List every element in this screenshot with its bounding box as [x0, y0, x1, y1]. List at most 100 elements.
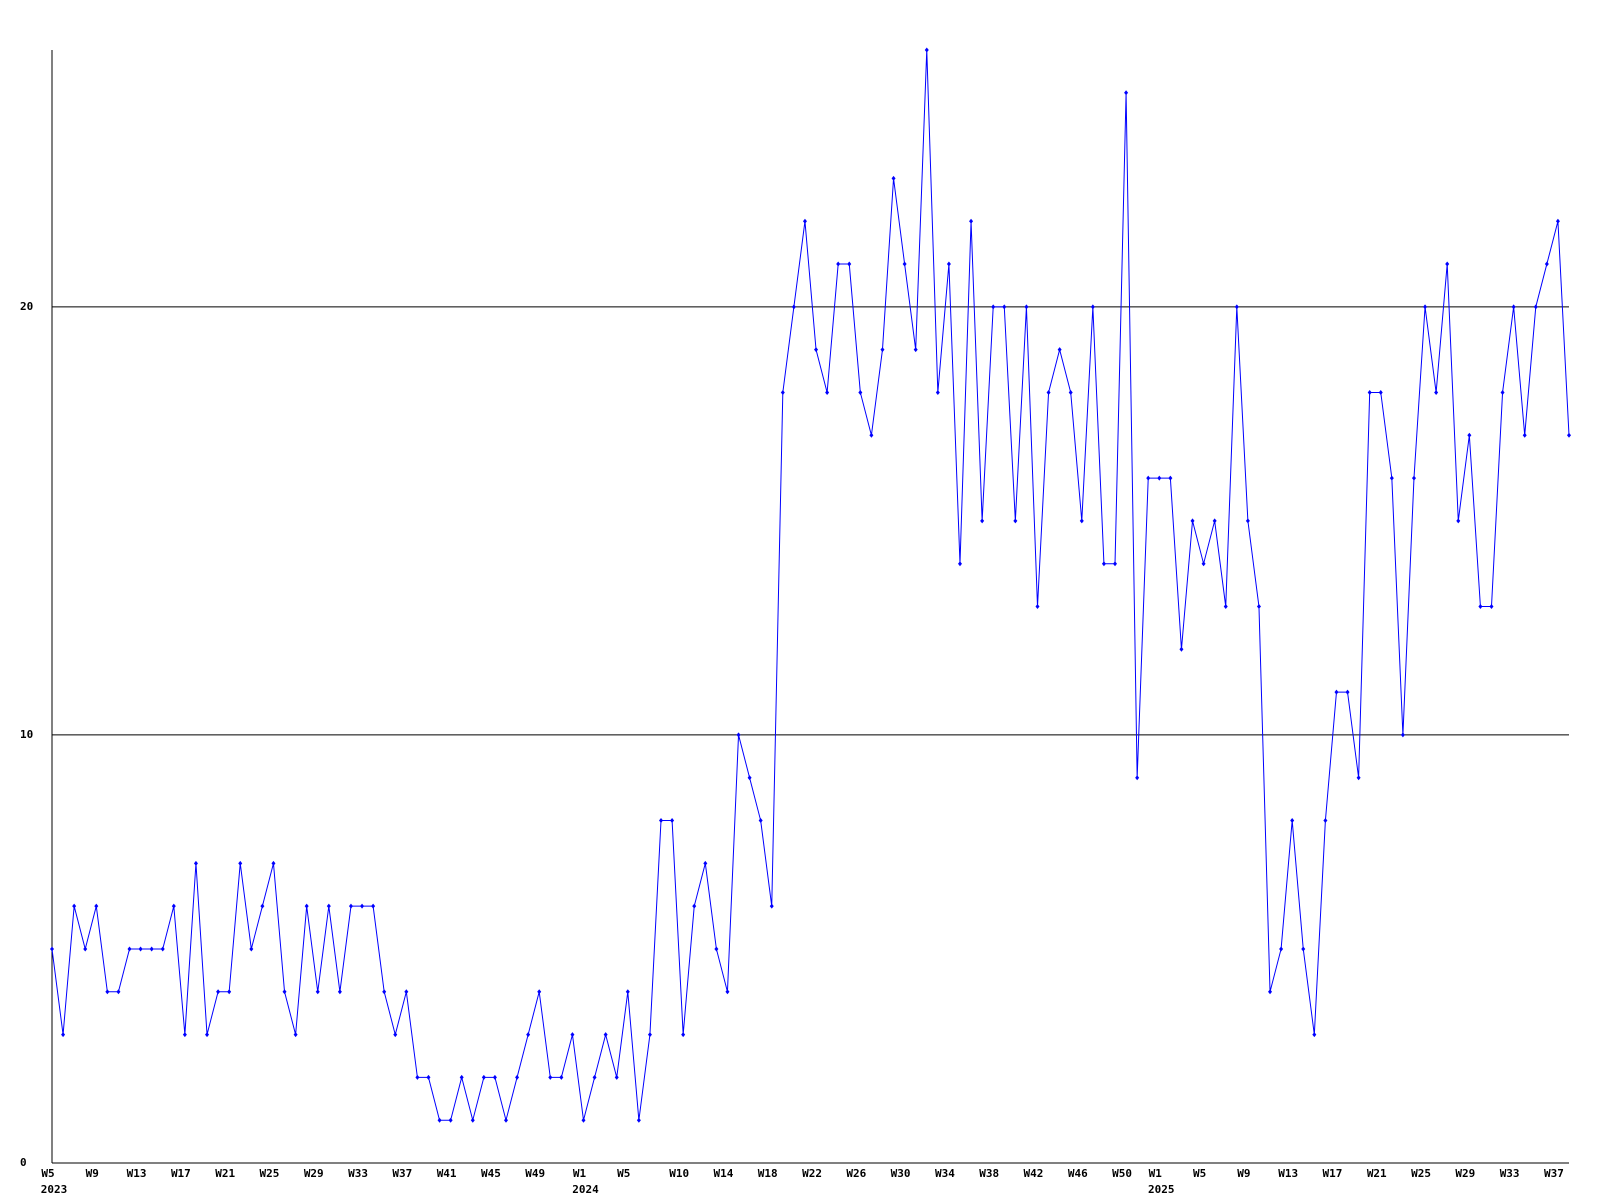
data-point [946, 261, 951, 267]
data-point [1489, 604, 1494, 609]
data-point [1212, 518, 1217, 524]
x-tick-label: W21 [1367, 1167, 1387, 1180]
data-point [1245, 518, 1250, 524]
data-point [559, 1074, 564, 1080]
x-tick-label: W33 [1500, 1167, 1520, 1180]
data-point [1234, 304, 1239, 310]
x-tick-label: W14 [714, 1167, 734, 1180]
data-point [404, 989, 409, 995]
data-point [969, 218, 974, 224]
data-point [1190, 518, 1195, 524]
data-point [1456, 518, 1461, 524]
data-point [271, 860, 276, 866]
data-point [1423, 304, 1428, 310]
data-point [149, 946, 154, 952]
x-tick-label: W30 [891, 1167, 911, 1180]
data-point [72, 903, 77, 909]
data-point [703, 860, 708, 866]
data-point [913, 347, 918, 353]
data-point [625, 989, 630, 995]
data-point [814, 347, 819, 353]
data-point [1256, 604, 1261, 609]
x-tick-label: W37 [1544, 1167, 1564, 1180]
x-tick-label: W33 [348, 1167, 368, 1180]
data-point [127, 946, 132, 952]
data-point [537, 989, 542, 995]
data-point [171, 903, 176, 909]
data-point [659, 818, 664, 824]
x-tick-label: W41 [437, 1167, 457, 1180]
data-point [1567, 432, 1571, 438]
x-tick-label: W46 [1068, 1167, 1088, 1180]
x-tick-label: W49 [525, 1167, 545, 1180]
data-point [670, 818, 675, 824]
y-tick-label: 0 [20, 1156, 27, 1169]
data-point [581, 1117, 586, 1123]
x-tick-label: W34 [935, 1167, 955, 1180]
data-point [1002, 304, 1007, 310]
data-point [193, 860, 198, 866]
data-point [692, 903, 697, 909]
data-point [1079, 518, 1084, 524]
x-tick-label: W1 [573, 1167, 587, 1180]
x-tick-label: W1 [1149, 1167, 1163, 1180]
data-point [1101, 561, 1106, 567]
x-tick-label: W17 [1323, 1167, 1343, 1180]
data-point [1378, 389, 1383, 395]
data-point [1323, 818, 1328, 824]
data-point [393, 1032, 398, 1038]
x-year-label: 2023 [41, 1183, 68, 1196]
x-tick-label: W50 [1112, 1167, 1132, 1180]
data-point [991, 304, 996, 310]
x-tick-label: W25 [1411, 1167, 1431, 1180]
x-tick-label: W10 [669, 1167, 689, 1180]
data-point [1157, 475, 1162, 481]
data-point [1223, 604, 1228, 609]
data-point [348, 903, 353, 909]
data-point [1168, 475, 1173, 481]
data-point [548, 1074, 553, 1080]
data-point [747, 775, 752, 781]
data-point [116, 989, 121, 995]
data-point [448, 1117, 453, 1123]
data-point [714, 946, 719, 952]
x-tick-label: W29 [304, 1167, 324, 1180]
data-point [238, 860, 243, 866]
data-point [1179, 646, 1184, 652]
data-point [1068, 389, 1073, 395]
data-point [360, 903, 365, 909]
x-year-label: 2024 [572, 1183, 599, 1196]
x-year-label: 2025 [1148, 1183, 1175, 1196]
data-point [1555, 218, 1560, 224]
data-point [858, 389, 863, 395]
y-tick-label: 10 [20, 728, 33, 741]
data-point [1411, 475, 1416, 481]
data-point [891, 175, 896, 181]
data-point [1345, 689, 1350, 695]
data-point [847, 261, 852, 267]
data-point [880, 347, 885, 353]
data-point [415, 1074, 420, 1080]
data-point [1024, 304, 1029, 310]
data-point [636, 1117, 641, 1123]
data-point [216, 989, 221, 995]
x-tick-label: W42 [1024, 1167, 1044, 1180]
data-point [470, 1117, 475, 1123]
data-point [304, 903, 309, 909]
data-point [282, 989, 287, 995]
data-point [1135, 775, 1140, 781]
data-point [337, 989, 342, 995]
data-point [1124, 90, 1129, 96]
data-point [1113, 561, 1118, 567]
data-point [1533, 304, 1538, 310]
data-line [51, 49, 1570, 1123]
data-point [570, 1032, 575, 1038]
x-tick-label: W13 [127, 1167, 147, 1180]
data-point [94, 903, 99, 909]
data-point [1511, 304, 1516, 310]
data-point [924, 47, 929, 53]
data-point [1312, 1032, 1317, 1038]
data-point [1367, 389, 1372, 395]
data-point [681, 1032, 686, 1038]
data-point [592, 1074, 597, 1080]
